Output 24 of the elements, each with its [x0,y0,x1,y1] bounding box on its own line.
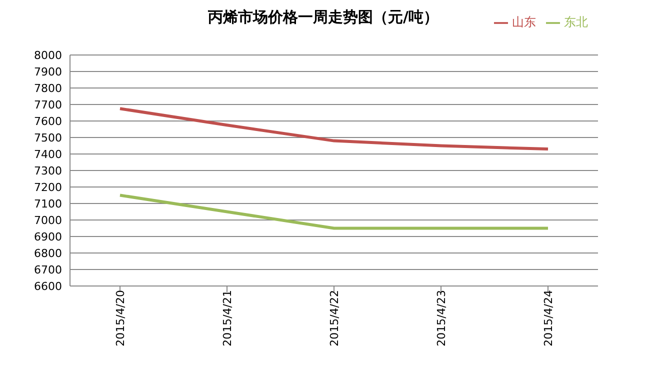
y-tick-label: 7900 [34,65,62,78]
y-tick-label: 7100 [34,197,62,210]
x-tick-label: 2015/4/20 [114,290,127,346]
y-tick-label: 6900 [34,230,62,244]
y-tick-label: 7000 [34,214,62,227]
y-tick-label: 7300 [34,164,62,178]
x-tick-label: 2015/4/23 [434,290,448,346]
y-tick-label: 7700 [34,98,62,112]
y-tick-label: 7500 [34,131,62,144]
x-tick-label: 2015/4/22 [328,290,341,346]
x-tick-label: 2015/4/24 [542,290,555,346]
y-tick-label: 6800 [34,246,62,260]
legend-label: 东北 [564,15,588,29]
legend-label: 山东 [512,15,536,29]
y-tick-label: 7400 [34,148,62,161]
x-tick-label: 2015/4/21 [220,290,234,346]
y-tick-label: 6700 [34,263,62,276]
line-series [118,107,550,151]
chart-title: 丙烯市场价格一周走势图（元/吨） [208,8,438,27]
y-tick-label: 7800 [34,82,62,95]
y-tick-label: 6600 [34,280,62,293]
y-tick-label: 7200 [34,180,62,194]
y-tick-label: 8000 [34,48,62,62]
y-tick-label: 7600 [34,114,62,128]
